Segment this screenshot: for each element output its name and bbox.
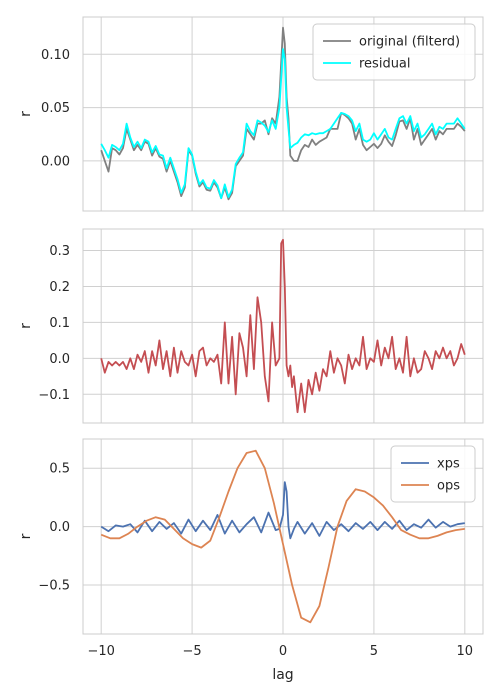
axes-frame (82, 16, 484, 212)
legend-label: residual (359, 57, 411, 72)
axes-frame (82, 228, 484, 424)
y-tick-label: 0.0 (49, 352, 70, 367)
series-line-ops (100, 449, 465, 624)
x-tick-label: 5 (370, 644, 378, 659)
series-line-residual (100, 48, 466, 200)
y-tick-label: 0.5 (49, 462, 70, 477)
legend-box (390, 445, 476, 503)
legend: original (filterd) residual (312, 23, 476, 81)
legend-label: ops (437, 479, 460, 494)
y-tick-label: 0.3 (49, 244, 70, 259)
chart-panel-2: −0.1 0.0 0.1 0.2 0.3 r (18, 228, 484, 424)
y-axis-label: r (18, 533, 34, 539)
y-tick-label: −0.1 (38, 388, 70, 403)
y-axis-label: r (18, 323, 34, 329)
y-tick-label: 0.1 (49, 316, 70, 331)
x-tick-label: 10 (457, 644, 474, 659)
series-line-series-1 (100, 238, 466, 414)
legend-label: xps (437, 457, 460, 472)
axes-frame (82, 438, 484, 635)
y-tick-label: 0.10 (41, 48, 70, 63)
x-tick-label: 0 (279, 644, 287, 659)
y-tick-label: 0.05 (41, 101, 70, 116)
chart-panel-1: 0.00 0.05 0.10 r original (filterd) residual (18, 16, 484, 212)
x-tick-label: −5 (183, 644, 202, 659)
y-tick-label: −0.5 (38, 578, 70, 593)
y-tick-label: 0.00 (41, 154, 70, 169)
legend-box (312, 23, 476, 81)
x-tick-label: −10 (87, 644, 114, 659)
legend: xps ops (390, 445, 476, 503)
series-line-xps (100, 481, 465, 540)
y-axis-label: r (18, 111, 34, 117)
legend-label: original (filterd) (359, 35, 460, 50)
chart-panel-3: −10 −5 0 5 10 −0.5 0.0 0.5 r lag xps ops (18, 438, 484, 683)
x-axis-label: lag (272, 667, 293, 683)
y-tick-label: 0.2 (49, 280, 70, 295)
y-tick-label: 0.0 (49, 520, 70, 535)
